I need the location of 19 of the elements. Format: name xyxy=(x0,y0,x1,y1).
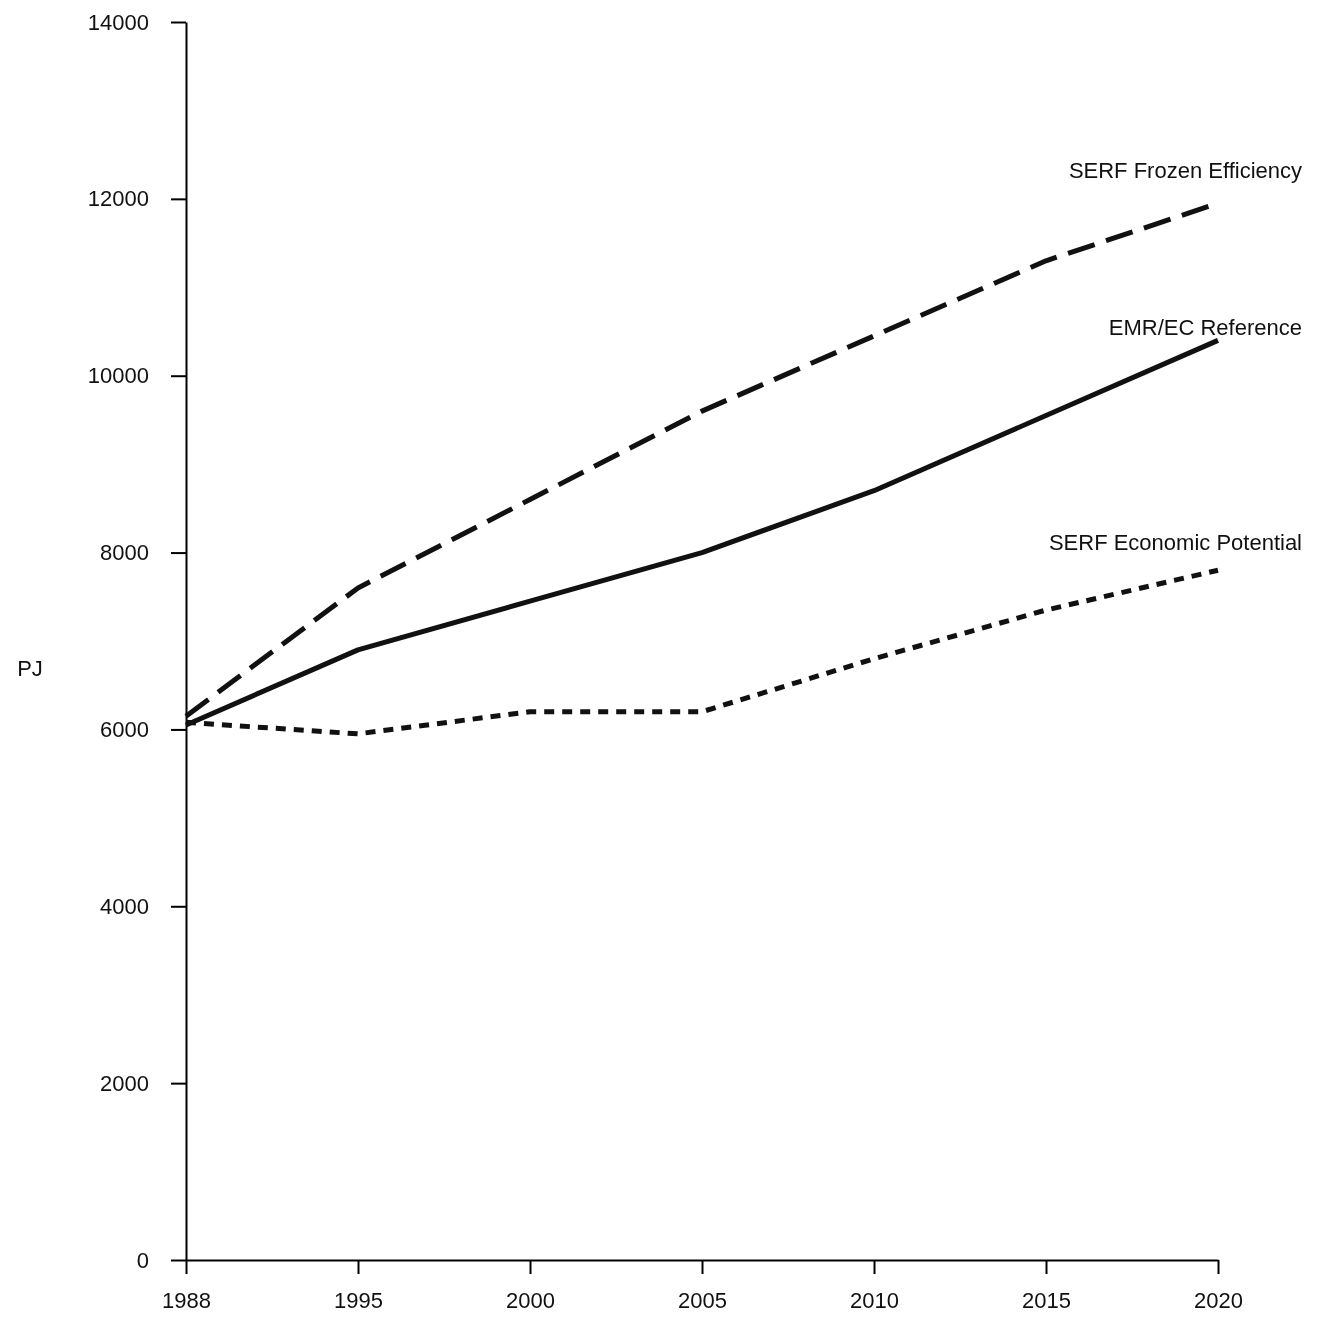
x-tick-label: 2000 xyxy=(506,1287,555,1313)
y-tick-label: 6000 xyxy=(100,716,149,742)
series-label: EMR/EC Reference xyxy=(1108,315,1302,341)
x-tick-label: 2015 xyxy=(1022,1287,1071,1313)
x-tick-label: 2020 xyxy=(1194,1287,1243,1313)
x-tick-label: 1988 xyxy=(162,1287,211,1313)
y-tick-label: 12000 xyxy=(87,186,149,212)
y-axis-title: PJ xyxy=(17,656,43,682)
y-tick-label: 0 xyxy=(136,1247,149,1273)
y-tick-label: 10000 xyxy=(87,363,149,389)
x-tick-label: 2005 xyxy=(678,1287,727,1313)
y-tick-label: 2000 xyxy=(100,1070,149,1096)
x-tick-label: 1995 xyxy=(334,1287,383,1313)
y-tick-label: 8000 xyxy=(100,540,149,566)
series-label: SERF Frozen Efficiency xyxy=(1068,158,1302,184)
series-label: SERF Economic Potential xyxy=(1048,530,1302,556)
y-tick-label: 14000 xyxy=(87,9,149,35)
x-tick-label: 2010 xyxy=(850,1287,899,1313)
y-tick-label: 4000 xyxy=(100,893,149,919)
